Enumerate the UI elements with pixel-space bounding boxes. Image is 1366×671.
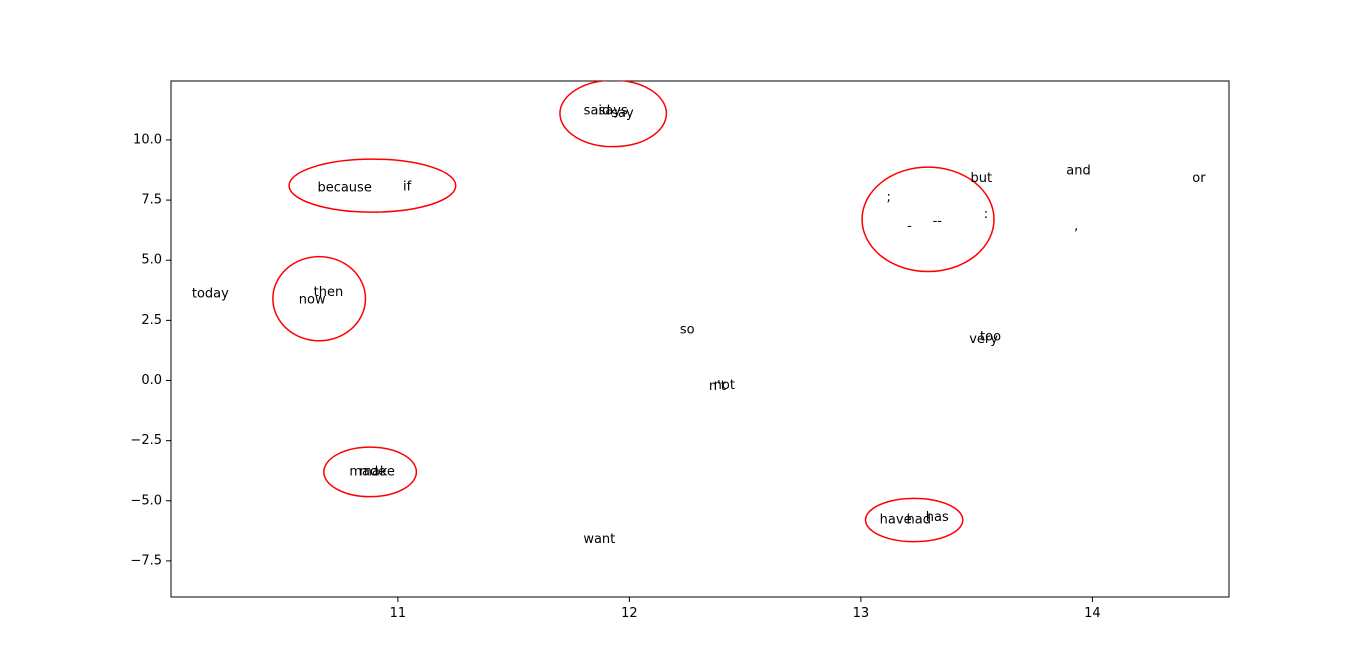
point-label: very <box>969 332 998 347</box>
cluster-ellipse <box>559 81 668 148</box>
point-label: have <box>880 513 912 528</box>
point-label: made <box>349 464 386 479</box>
y-axis: −7.5 −5.0 −2.5 0.0 2.5 5.0 7.5 10.0 <box>130 132 171 568</box>
point-label: and <box>1066 164 1090 179</box>
y-tick-label: 2.5 <box>141 313 162 328</box>
x-tick-label: 13 <box>853 606 870 621</box>
point-label: now <box>299 292 326 307</box>
point-label: but <box>970 171 992 186</box>
y-tick-label: 0.0 <box>141 373 162 388</box>
point-label: , <box>1074 219 1078 234</box>
point-label: say <box>611 106 634 121</box>
y-tick-label: 10.0 <box>133 132 162 147</box>
point-label: then <box>314 285 344 300</box>
point-label: want <box>583 532 615 547</box>
y-tick-label: −2.5 <box>130 433 162 448</box>
point-label: make <box>359 464 395 479</box>
point-label: because <box>317 181 371 196</box>
x-axis: 11 12 13 14 <box>390 597 1101 621</box>
point-label: -- <box>933 214 943 229</box>
x-tick-label: 14 <box>1084 606 1101 621</box>
cluster-ellipse <box>272 255 367 342</box>
point-label: today <box>192 286 229 301</box>
cluster-ellipse <box>861 166 995 273</box>
point-label: - <box>907 219 912 234</box>
point-label: if <box>403 179 412 194</box>
cluster-ellipses <box>272 81 995 543</box>
point-label: had <box>907 513 931 528</box>
cluster-ellipse <box>323 446 418 498</box>
point-label: ; <box>886 190 890 205</box>
cluster-ellipse <box>288 158 457 213</box>
point-label: : <box>984 207 988 222</box>
point-label: has <box>926 510 949 525</box>
point-label: so <box>680 322 695 337</box>
point-label: n't <box>709 379 726 394</box>
point-label: too <box>980 330 1001 345</box>
point-label: or <box>1192 171 1206 186</box>
y-tick-label: 7.5 <box>141 193 162 208</box>
x-tick-label: 12 <box>621 606 638 621</box>
point-label: says <box>599 104 628 119</box>
cluster-ellipse <box>864 497 964 543</box>
plot-area <box>170 80 1230 598</box>
y-tick-label: 5.0 <box>141 253 162 268</box>
point-label: not <box>714 378 735 393</box>
y-tick-label: −5.0 <box>130 493 162 508</box>
y-tick-label: −7.5 <box>130 553 162 568</box>
x-tick-label: 11 <box>390 606 407 621</box>
point-label: said <box>584 104 611 119</box>
